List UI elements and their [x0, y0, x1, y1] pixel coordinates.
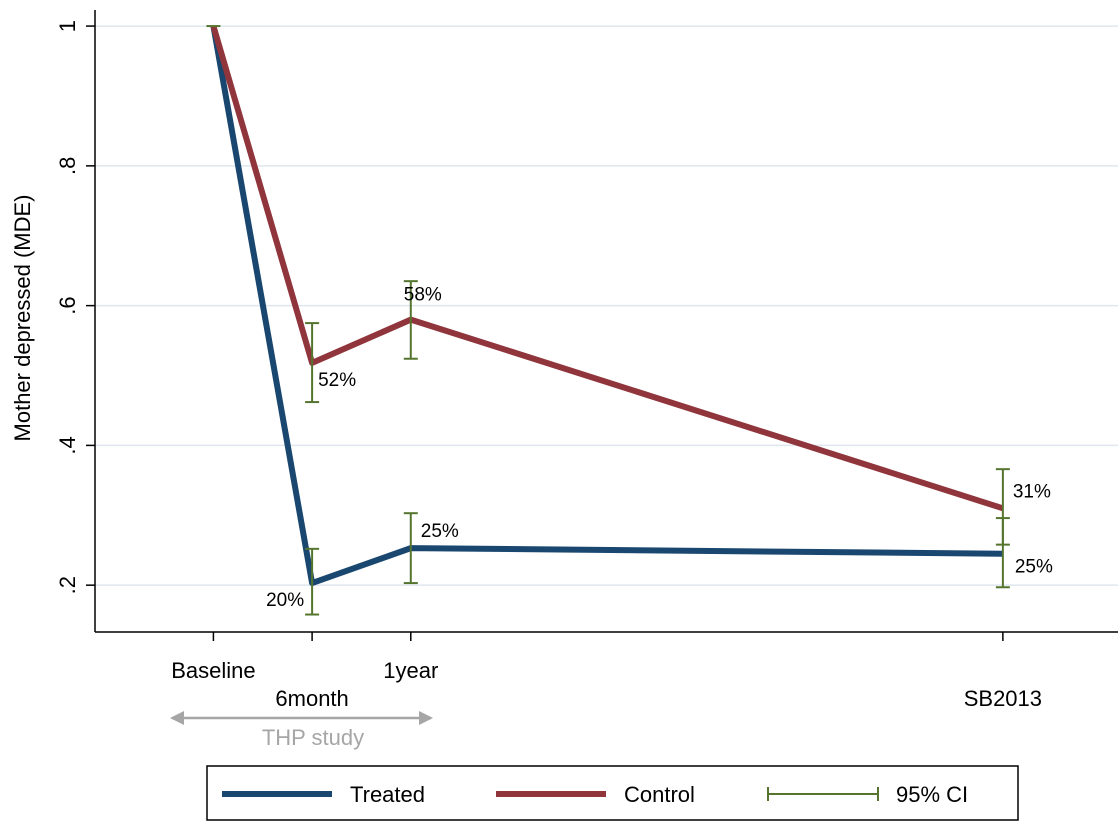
data-label: 31%: [1013, 481, 1051, 502]
error-bar: [305, 547, 320, 616]
arrow-head: [170, 711, 184, 725]
x-tick-label: SB2013: [964, 686, 1042, 711]
data-label: 25%: [1015, 557, 1053, 578]
legend-label: 95% CI: [896, 782, 968, 807]
error-bar: [403, 512, 418, 585]
y-tick-label: .6: [55, 296, 80, 314]
annotation: THP study: [262, 725, 364, 750]
legend-label: Treated: [350, 782, 425, 807]
y-tick-label: 1: [55, 20, 80, 32]
data-label: 25%: [421, 521, 459, 542]
error-bar: [403, 280, 418, 360]
error-bar: [305, 322, 320, 404]
data-label: 20%: [266, 590, 304, 611]
y-axis-label: Mother depressed (MDE): [10, 195, 35, 442]
error-bar: [995, 468, 1010, 546]
y-tick-label: .2: [55, 576, 80, 594]
legend-box: [206, 765, 1019, 821]
series-line: [210, 25, 1003, 587]
y-tick-label: .8: [55, 157, 80, 175]
legend-label: Control: [624, 782, 695, 807]
x-tick-label: 6month: [275, 686, 348, 711]
series-line: [210, 25, 1004, 512]
data-label: 52%: [318, 370, 356, 391]
x-tick-label: Baseline: [171, 658, 255, 683]
data-label: 58%: [404, 285, 442, 306]
x-tick-label: 1year: [383, 658, 438, 683]
arrow-head: [419, 711, 433, 725]
y-tick-label: .4: [55, 436, 80, 454]
